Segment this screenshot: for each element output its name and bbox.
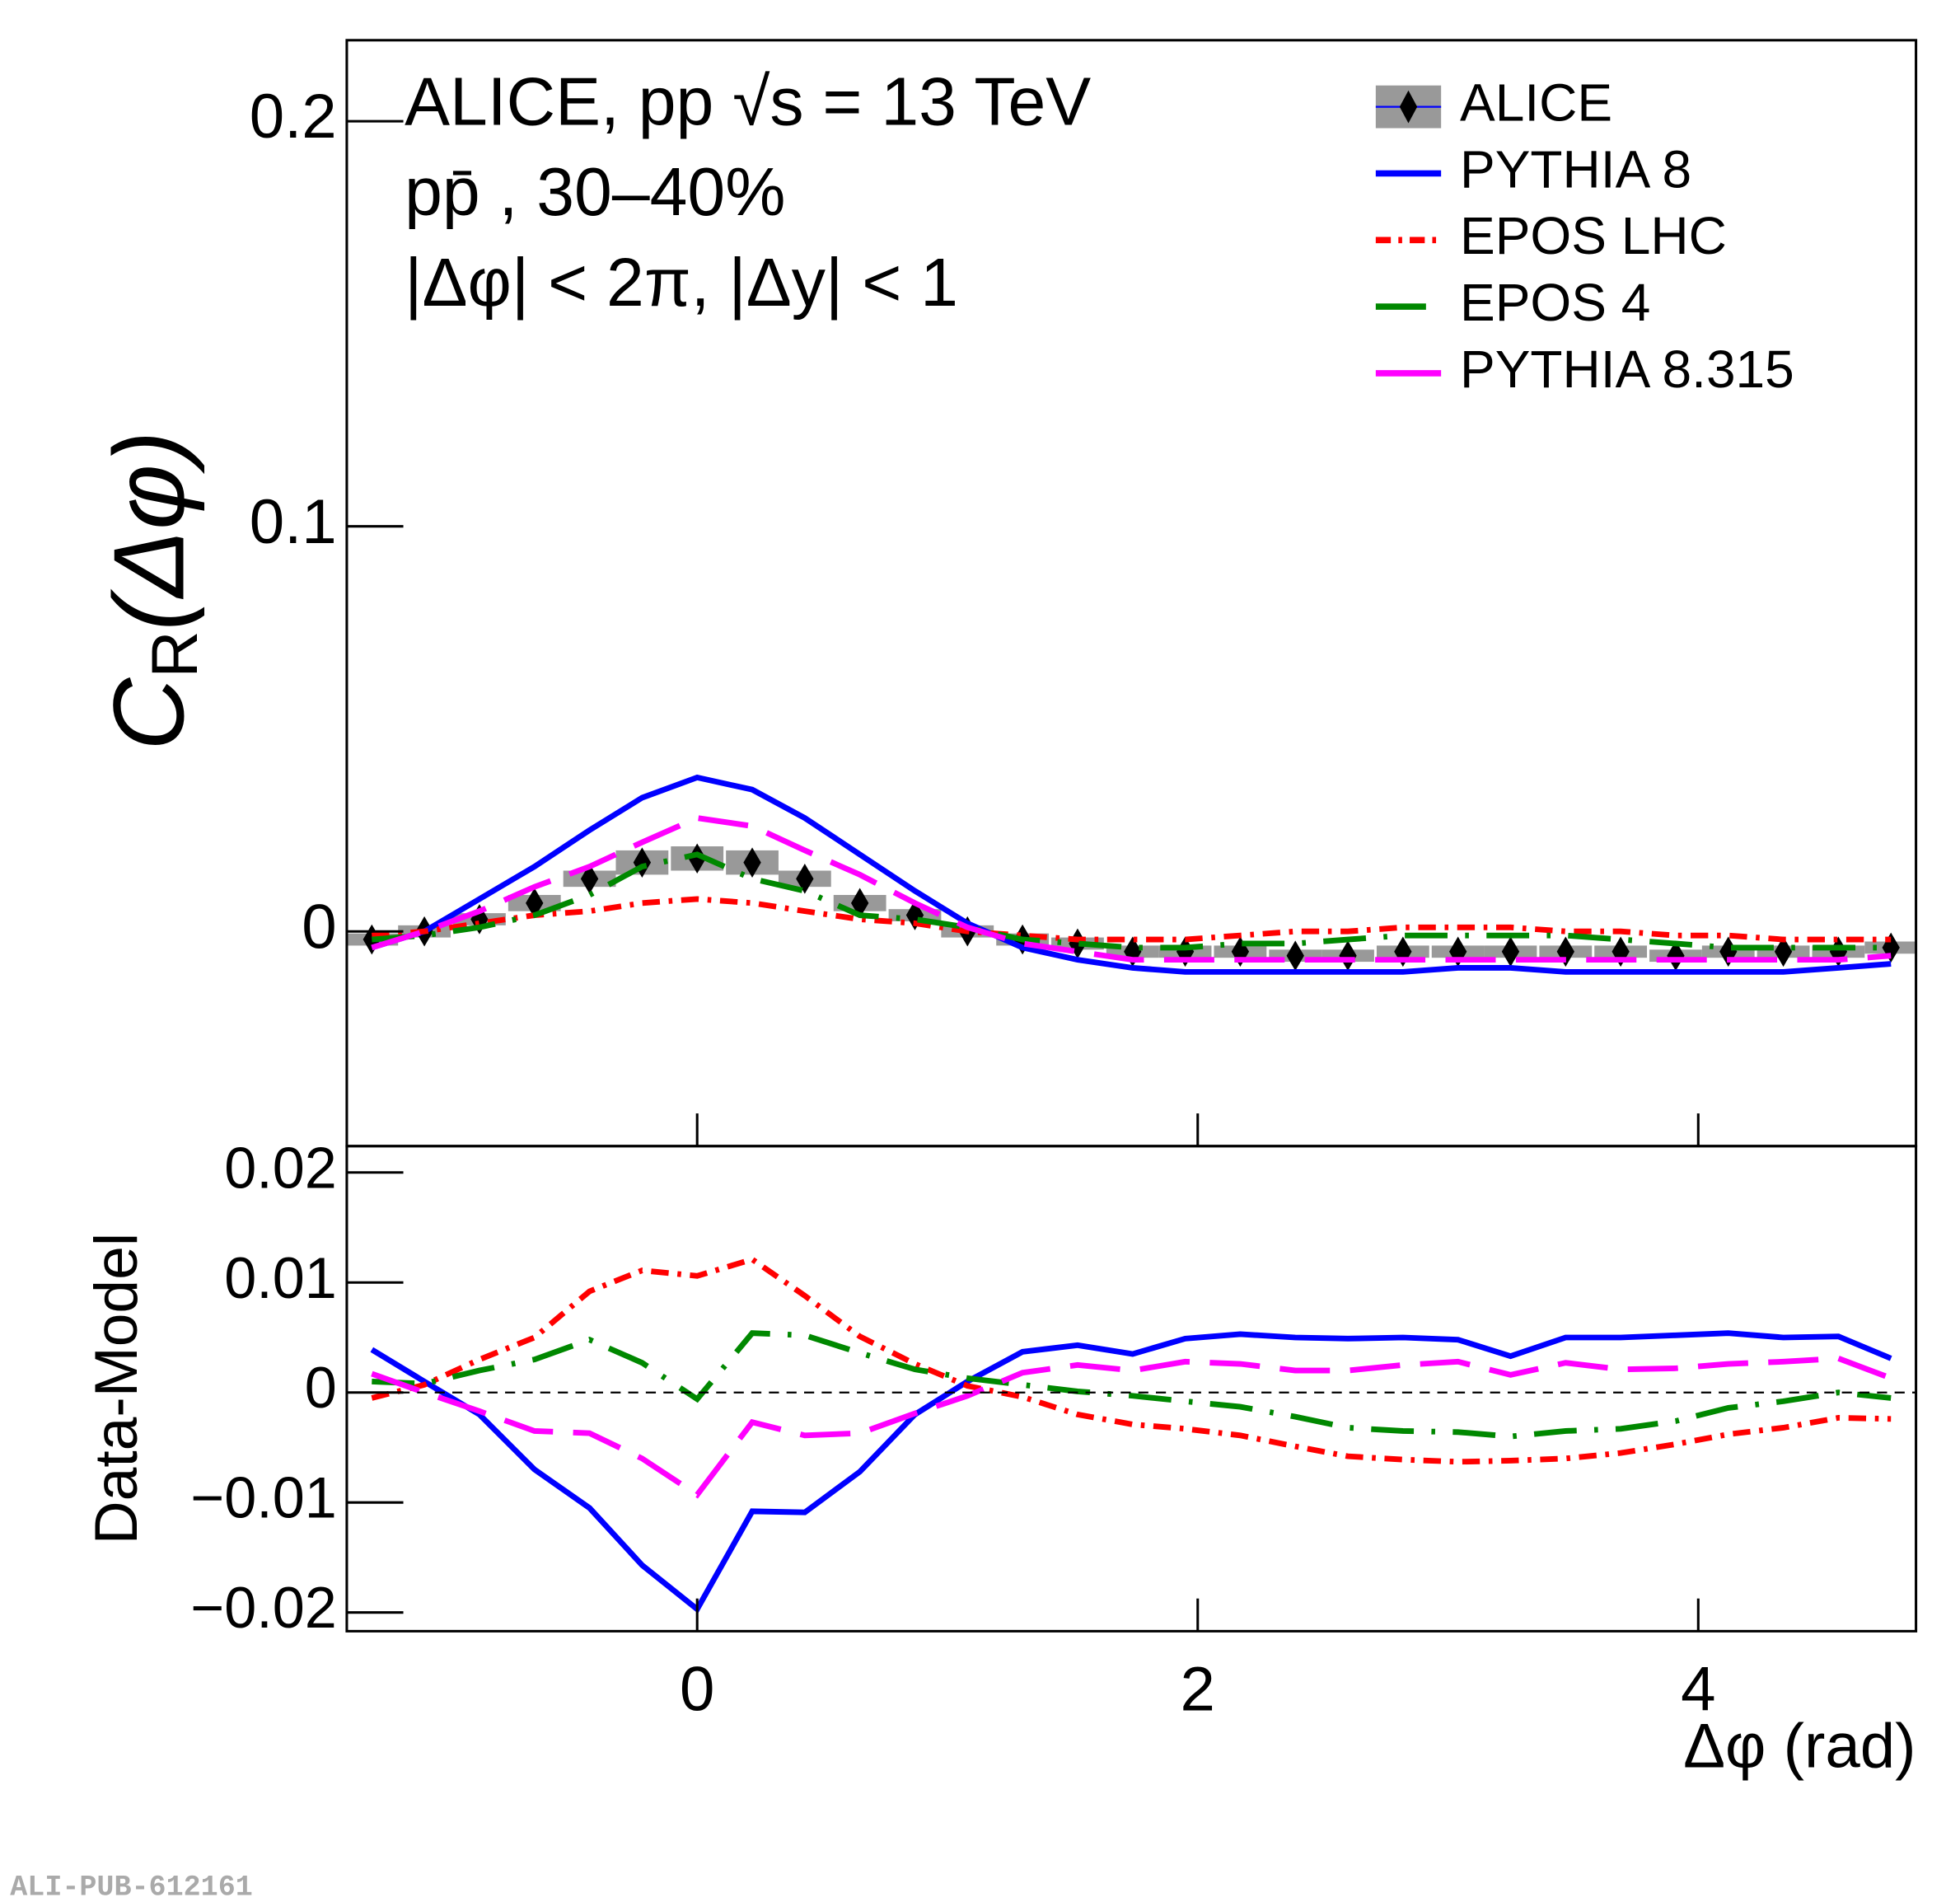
model-line bbox=[372, 851, 1892, 951]
data-point bbox=[796, 864, 814, 894]
y-label-argument: (Δφ) bbox=[93, 431, 205, 631]
y-tick-label: 0.02 bbox=[224, 1136, 336, 1200]
model-line bbox=[372, 1330, 1892, 1440]
data-point bbox=[743, 847, 761, 878]
plot-area bbox=[346, 774, 1916, 975]
y-tick-label: −0.02 bbox=[190, 1576, 336, 1640]
legend-label: EPOS 4 bbox=[1460, 273, 1650, 332]
y-tick-label: 0.01 bbox=[224, 1246, 336, 1310]
plot-area bbox=[370, 1256, 1892, 1614]
legend-label: EPOS LHC bbox=[1460, 206, 1727, 265]
y-label-symbol: C bbox=[93, 677, 205, 751]
legend-label: PYTHIA 8 bbox=[1460, 139, 1691, 199]
model-line bbox=[370, 1330, 1892, 1614]
plot-layer: 0 0.1 0.2 CR(Δφ) ALICE, pp √s = 13 TeV pp̄ , … bbox=[82, 39, 1918, 1781]
data-point bbox=[1339, 940, 1357, 972]
y-tick-label: 0 bbox=[302, 892, 336, 962]
legend-label: ALICE bbox=[1460, 73, 1612, 133]
y-label-subscript: R bbox=[138, 630, 211, 677]
data-point bbox=[1286, 940, 1304, 972]
y-axis-label: Data-Model bbox=[82, 1233, 150, 1544]
x-axis-label: Δφ (rad) bbox=[1683, 1711, 1916, 1781]
x-tick-label: 0 bbox=[680, 1655, 714, 1725]
x-tick-label: 4 bbox=[1681, 1655, 1715, 1725]
data-point bbox=[1667, 940, 1685, 972]
model-line bbox=[371, 815, 1892, 963]
legend-marker bbox=[1399, 90, 1418, 124]
y-tick-label: −0.01 bbox=[190, 1466, 336, 1530]
frame bbox=[345, 1145, 1918, 1633]
footer: ALI-PUB-612161 bbox=[10, 1872, 253, 1902]
annotation: pp̄ , 30–40% bbox=[405, 154, 785, 230]
y-tick-label: 0.2 bbox=[250, 82, 337, 152]
model-line bbox=[371, 774, 1892, 975]
legend-label: PYTHIA 8.315 bbox=[1460, 340, 1794, 399]
annotation: ALICE, pp √s = 13 TeV bbox=[405, 63, 1091, 139]
model-line bbox=[371, 1355, 1892, 1499]
y-axis-label: CR(Δφ) bbox=[93, 431, 211, 751]
y-tick-label: 0.1 bbox=[250, 487, 337, 557]
annotation: |Δφ| < 2π, |Δy| < 1 bbox=[405, 245, 958, 321]
model-line bbox=[371, 1256, 1892, 1465]
y-tick-label: 0 bbox=[305, 1356, 337, 1420]
data-point bbox=[1501, 936, 1520, 967]
x-tick-label: 2 bbox=[1181, 1655, 1215, 1725]
